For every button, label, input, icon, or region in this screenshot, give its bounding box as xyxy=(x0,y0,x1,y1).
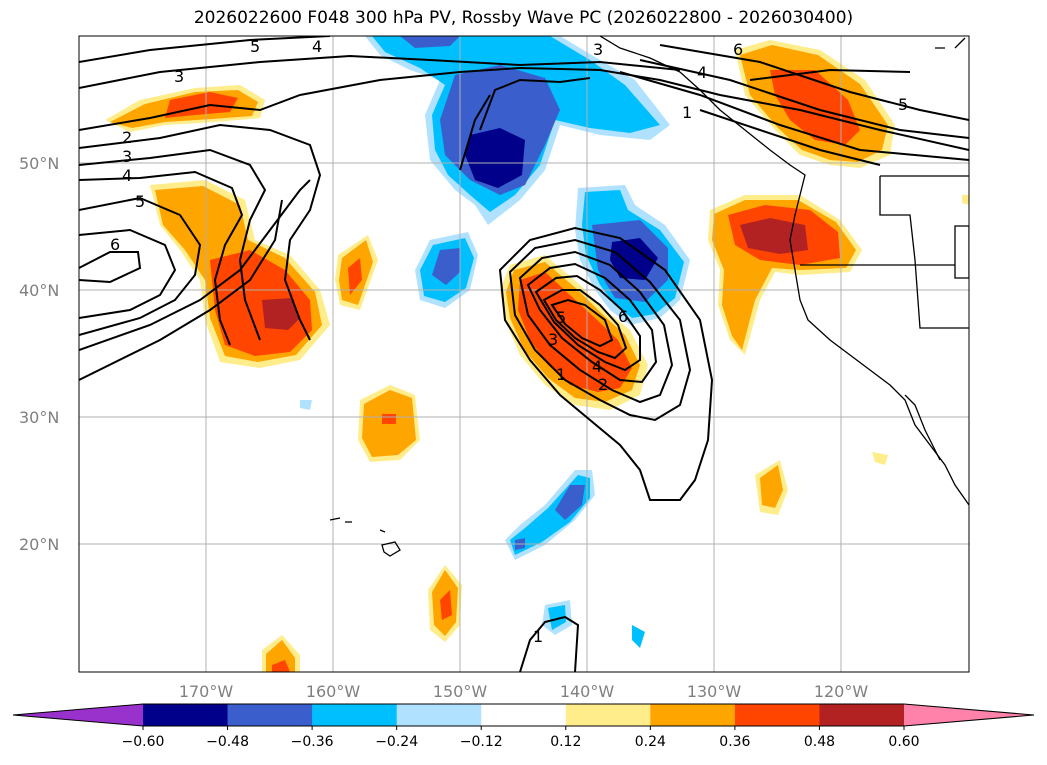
lon-label: 120°W xyxy=(814,682,869,701)
colorbar-extension-low xyxy=(13,704,143,726)
colorbar-tick-label: −0.36 xyxy=(291,734,334,750)
colorbar-segment xyxy=(650,704,736,726)
colorbar-tick-label: 0.36 xyxy=(719,734,750,750)
contour-label: 5 xyxy=(898,95,908,114)
colorbar-tick-label: 0.24 xyxy=(635,734,666,750)
lat-label: 40°N xyxy=(19,281,59,300)
negative-anomaly-subtropical xyxy=(300,400,645,648)
map-gridlines xyxy=(79,36,969,672)
contour-label: 3 xyxy=(174,67,184,86)
lon-label: 160°W xyxy=(306,682,361,701)
positive-anomaly-small-features xyxy=(262,195,969,672)
colorbar-segment xyxy=(227,704,313,726)
contour-label: 6 xyxy=(618,307,628,326)
map-frame xyxy=(78,35,970,673)
contour-label: 3 xyxy=(122,147,132,166)
colorbar-extension-high xyxy=(904,704,1034,726)
colorbar-tick-label: 0.12 xyxy=(550,734,581,750)
lon-label: 140°W xyxy=(560,682,615,701)
lon-label: 170°W xyxy=(179,682,234,701)
contour-label: 4 xyxy=(697,63,707,82)
contour-label: 4 xyxy=(122,166,132,185)
lon-label: 130°W xyxy=(687,682,742,701)
colorbar-tick-label: −0.24 xyxy=(375,734,418,750)
contour-label: 1 xyxy=(533,627,543,646)
coastlines xyxy=(329,36,969,557)
colorbar-segment xyxy=(312,704,398,726)
map-title: 2026022600 F048 300 hPa PV, Rossby Wave … xyxy=(193,8,854,28)
contour-label: 1 xyxy=(682,103,692,122)
colorbar-tick-label: −0.48 xyxy=(206,734,249,750)
positive-anomaly-west xyxy=(150,180,330,368)
contour-labels: 5 4 3 6 4 5 2 3 4 5 6 5 4 3 2 1 6 3 1 1 xyxy=(110,37,908,646)
colorbar-tick-label: 0.60 xyxy=(888,734,919,750)
colorbar-segment xyxy=(143,704,229,726)
colorbar-tick-label: −0.12 xyxy=(460,734,503,750)
colorbar-segment xyxy=(565,704,651,726)
contour-label: 3 xyxy=(548,330,558,349)
latitude-labels: 50°N 40°N 30°N 20°N xyxy=(19,154,59,554)
lat-label: 30°N xyxy=(19,408,59,427)
lat-label: 20°N xyxy=(19,535,59,554)
contour-label: 6 xyxy=(110,235,120,254)
colorbar-segment xyxy=(734,704,820,726)
contour-label: 4 xyxy=(312,37,322,56)
colorbar-segment xyxy=(396,704,482,726)
contour-label: 5 xyxy=(135,192,145,211)
contour-label: 1 xyxy=(556,365,566,384)
colorbar-segment xyxy=(481,704,567,726)
lat-label: 50°N xyxy=(19,154,59,173)
contour-label: 3 xyxy=(593,40,603,59)
contour-label: 6 xyxy=(733,40,743,59)
contour-label: 2 xyxy=(122,128,132,147)
contour-label: 4 xyxy=(592,357,602,376)
colorbar-ticks: −0.60 −0.48 −0.36 −0.24 −0.12 0.12 0.24 0.36 0.4… xyxy=(122,726,920,750)
longitude-labels: 170°W 160°W 150°W 140°W 130°W 120°W xyxy=(179,682,869,701)
contour-lines xyxy=(79,36,969,672)
lon-label: 150°W xyxy=(433,682,488,701)
contour-label: 5 xyxy=(556,308,566,327)
contour-label: 5 xyxy=(250,37,260,56)
colorbar-tick-label: 0.48 xyxy=(804,734,835,750)
colorbar xyxy=(12,703,1035,727)
colorbar-segment xyxy=(819,704,905,726)
colorbar-tick-label: −0.60 xyxy=(122,734,165,750)
contour-label: 2 xyxy=(598,375,608,394)
